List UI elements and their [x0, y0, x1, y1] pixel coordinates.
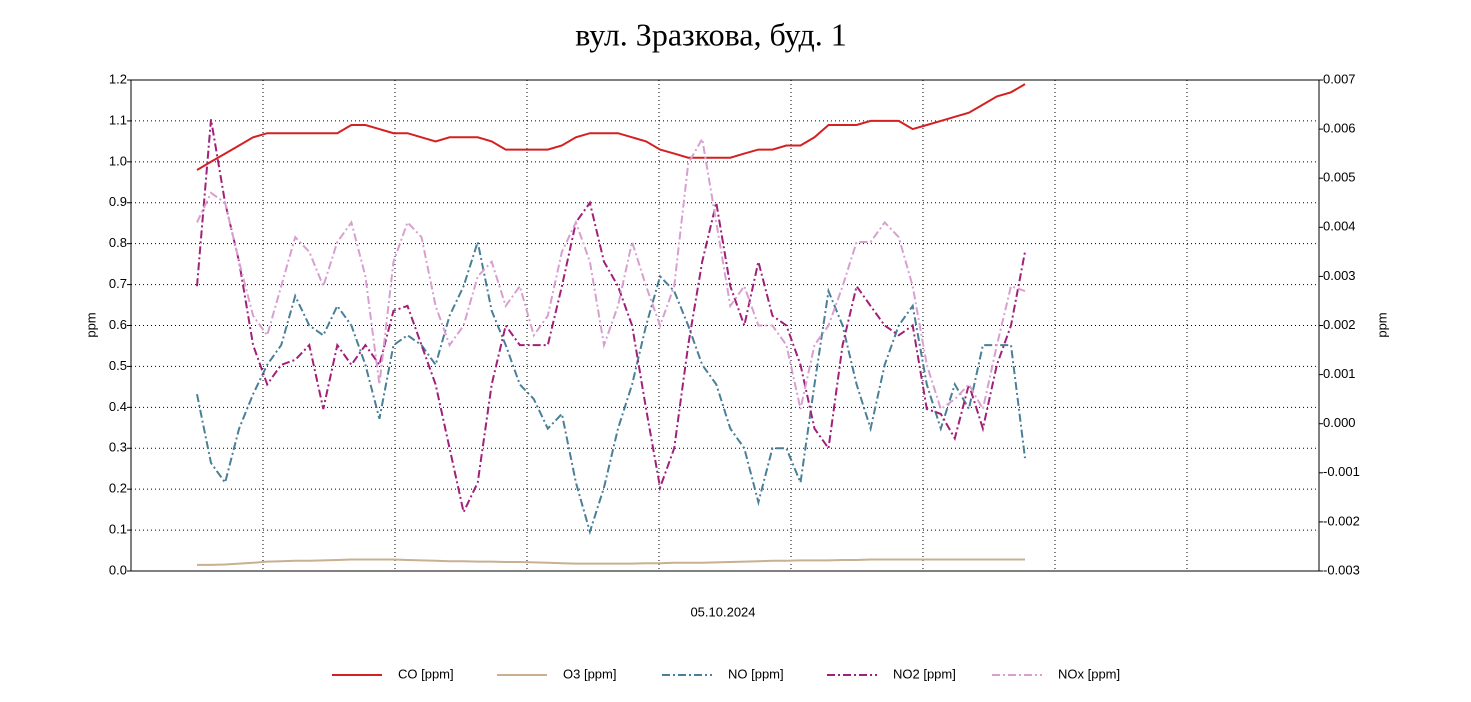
y-tick-label: 1.1	[109, 112, 127, 127]
y2-tick-label: 0.002	[1323, 317, 1356, 332]
y2-tick-label: 0.004	[1323, 219, 1356, 234]
y-tick-label: 0.4	[109, 399, 127, 414]
y-tick-label: 0.5	[109, 358, 127, 373]
legend-label: O3 [ppm]	[563, 666, 616, 681]
legend-label: NO [ppm]	[728, 666, 784, 681]
y2-tick-label: 0.006	[1323, 121, 1356, 136]
y2-tick-label: 0.005	[1323, 170, 1356, 185]
y-tick-label: 0.7	[109, 276, 127, 291]
legend-label: NO2 [ppm]	[893, 666, 956, 681]
y-tick-label: 0.1	[109, 522, 127, 537]
x-axis-label: 05.10.2024	[690, 604, 755, 619]
y-tick-label: 0.6	[109, 317, 127, 332]
y-tick-label: 0.3	[109, 440, 127, 455]
legend-label: NOx [ppm]	[1058, 666, 1120, 681]
series-line	[197, 558, 1025, 566]
y-tick-label: 1.0	[109, 153, 127, 168]
y-tick-label: 1.2	[109, 71, 127, 86]
y2-tick-label: -0.001	[1323, 464, 1360, 479]
y-tick-label: 0.8	[109, 235, 127, 250]
y2-axis-label: ppm	[1374, 312, 1389, 337]
y2-tick-label: 0.000	[1323, 415, 1356, 430]
y2-tick-label: 0.007	[1323, 71, 1356, 86]
series-line	[196, 135, 1026, 412]
series-line	[196, 83, 1026, 171]
legend-label: CO [ppm]	[398, 666, 454, 681]
series-line	[196, 238, 1026, 536]
y-tick-label: 0.2	[109, 481, 127, 496]
chart-title: вул. Зразкова, буд. 1	[575, 16, 847, 52]
y-tick-label: 0.0	[109, 562, 127, 577]
y2-tick-label: 0.001	[1323, 366, 1356, 381]
y2-tick-label: -0.002	[1323, 513, 1360, 528]
y-tick-label: 0.9	[109, 194, 127, 209]
series-line	[196, 119, 1026, 516]
y-axis-label: ppm	[83, 312, 98, 337]
y2-tick-label: -0.003	[1323, 562, 1360, 577]
y2-tick-label: 0.003	[1323, 268, 1356, 283]
